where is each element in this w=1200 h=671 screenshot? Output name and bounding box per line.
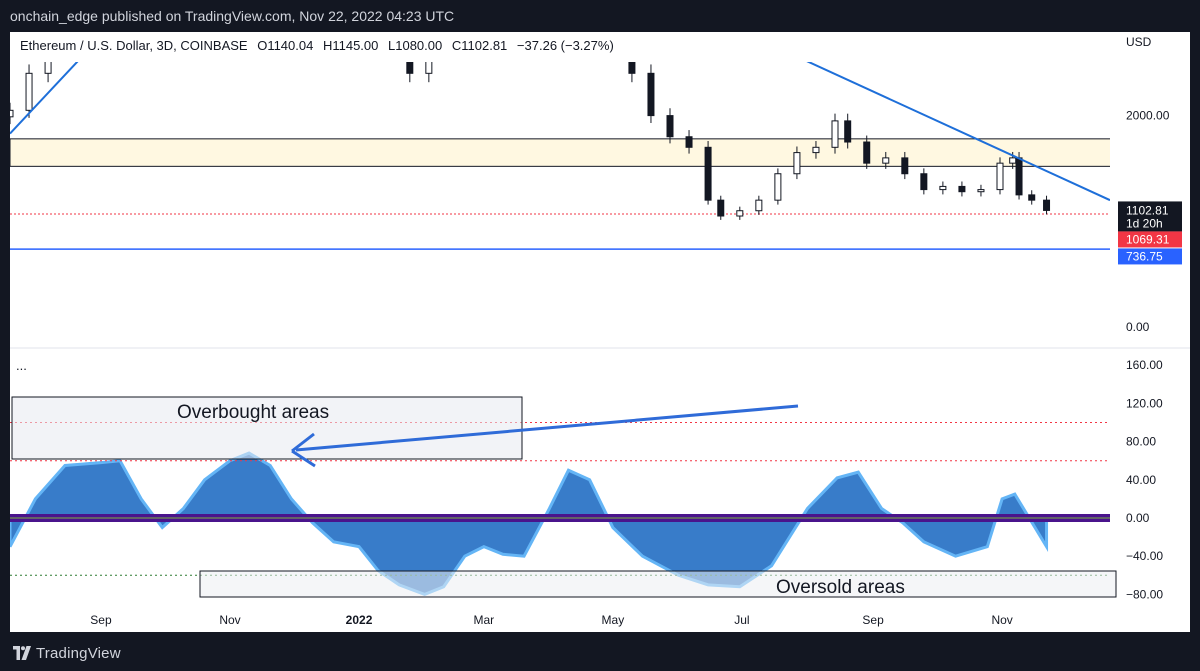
red-level-label: 1069.31 — [1126, 232, 1170, 246]
footer: TradingView — [0, 636, 1200, 671]
blue-level-label: 736.75 — [1126, 249, 1163, 263]
ohlc-low: L1080.00 — [388, 38, 442, 53]
price-pane[interactable] — [10, 32, 1190, 250]
chart-card: Overbought areas Oversold areas Sep Nov 202… — [10, 3, 1190, 632]
time-tick-label: Sep — [862, 613, 884, 627]
oscillator-tick-label: −40.00 — [1126, 549, 1163, 563]
candle-body[interactable] — [647, 72, 655, 117]
candle-body[interactable] — [844, 120, 852, 143]
overbought-label: Overbought areas — [177, 402, 329, 423]
oversold-label: Oversold areas — [776, 577, 905, 598]
candle-body[interactable] — [628, 36, 636, 74]
tradingview-logo-icon — [13, 646, 31, 660]
candle-body[interactable] — [685, 136, 693, 148]
symbol-title: Ethereum / U.S. Dollar, 3D, COINBASE — [20, 38, 248, 53]
arrow-shaft[interactable] — [295, 404, 799, 452]
candle-body[interactable] — [717, 199, 725, 217]
time-axis[interactable]: Sep Nov 2022 Mar May Jul Sep Nov — [90, 613, 1013, 627]
red-level-box — [1118, 231, 1182, 248]
chart-canvas[interactable]: Overbought areas Oversold areas Sep Nov 202… — [10, 3, 1190, 632]
blue-level-box — [1118, 248, 1182, 265]
ohlc-high: H1145.00 — [323, 38, 378, 53]
candle-body[interactable] — [666, 115, 674, 138]
candle-body[interactable] — [610, 32, 616, 36]
candle-body[interactable] — [920, 173, 928, 191]
ohlc-open: O1140.04 — [257, 38, 313, 53]
footer-brand: TradingView — [36, 645, 121, 662]
overbought-box[interactable] — [11, 396, 523, 460]
oscillator-scale[interactable]: 160.00 120.00 80.00 40.00 0.00 −40.00 −80.00 — [1126, 358, 1163, 601]
time-tick-label: May — [602, 613, 625, 627]
uptrend-line[interactable] — [10, 32, 306, 135]
oscillator-tick-label: 160.00 — [1126, 358, 1163, 372]
candle-body[interactable] — [939, 185, 947, 191]
candle-body[interactable] — [774, 173, 782, 201]
candle-body[interactable] — [1015, 157, 1023, 196]
candle-body[interactable] — [958, 185, 966, 193]
candle-body[interactable] — [25, 72, 33, 111]
oscillator-tick-label: 40.00 — [1126, 473, 1156, 487]
oversold-box[interactable] — [199, 570, 1117, 598]
candle-body[interactable] — [44, 32, 52, 74]
oscillator-tick-label: −80.00 — [1126, 587, 1163, 601]
oscillator-tick-label: 120.00 — [1126, 396, 1163, 410]
indicator-ellipsis[interactable]: ... — [16, 358, 27, 373]
chart-title: Ethereum / U.S. Dollar, 3D, COINBASE O11… — [20, 38, 614, 53]
candle-body[interactable] — [1043, 199, 1051, 211]
last-price-box — [1118, 201, 1182, 232]
candle-body[interactable] — [996, 162, 1004, 191]
publish-header: onchain_edge published on TradingView.co… — [10, 8, 455, 24]
candle-body[interactable] — [425, 32, 433, 74]
candle-body[interactable] — [831, 120, 839, 148]
time-tick-label: Nov — [991, 613, 1012, 627]
oscillator-overlay: Overbought areas Oversold areas — [11, 396, 1117, 598]
price-tick-label: 0.00 — [1126, 320, 1150, 334]
time-tick-label: 2022 — [346, 613, 373, 627]
downtrend-line[interactable] — [234, 32, 1110, 202]
price-tick-label: 2000.00 — [1126, 109, 1170, 123]
time-tick-label: Nov — [219, 613, 240, 627]
candle-body[interactable] — [1028, 194, 1036, 201]
ohlc-change: −37.26 (−3.27%) — [517, 38, 614, 53]
candle-body[interactable] — [736, 210, 744, 217]
price-scale[interactable]: 5000.004000.003000.002000.000.001102.811… — [1118, 3, 1182, 334]
candle-body[interactable] — [977, 189, 985, 193]
oscillator-tick-label: 80.00 — [1126, 435, 1156, 449]
candle-body[interactable] — [10, 109, 14, 118]
currency-label: USD — [1126, 35, 1152, 49]
candle-body[interactable] — [812, 146, 820, 154]
arrow-head-icon — [291, 432, 316, 468]
time-tick-label: Mar — [474, 613, 495, 627]
candle-body[interactable] — [863, 141, 871, 164]
ohlc-close: C1102.81 — [452, 38, 507, 53]
candle-body[interactable] — [704, 146, 712, 201]
candle-body[interactable] — [901, 157, 909, 175]
candle-body[interactable] — [793, 152, 801, 175]
candle-body[interactable] — [1009, 157, 1017, 164]
candle-body[interactable] — [406, 32, 414, 74]
time-tick-label: Jul — [734, 613, 749, 627]
candle-body[interactable] — [755, 199, 763, 212]
countdown-value: 1d 20h — [1126, 216, 1163, 230]
last-price-value: 1102.81 — [1126, 203, 1169, 217]
time-tick-label: Sep — [90, 613, 112, 627]
oscillator-tick-label: 0.00 — [1126, 511, 1150, 525]
support-zone[interactable] — [10, 138, 1190, 167]
candle-body[interactable] — [882, 157, 890, 164]
